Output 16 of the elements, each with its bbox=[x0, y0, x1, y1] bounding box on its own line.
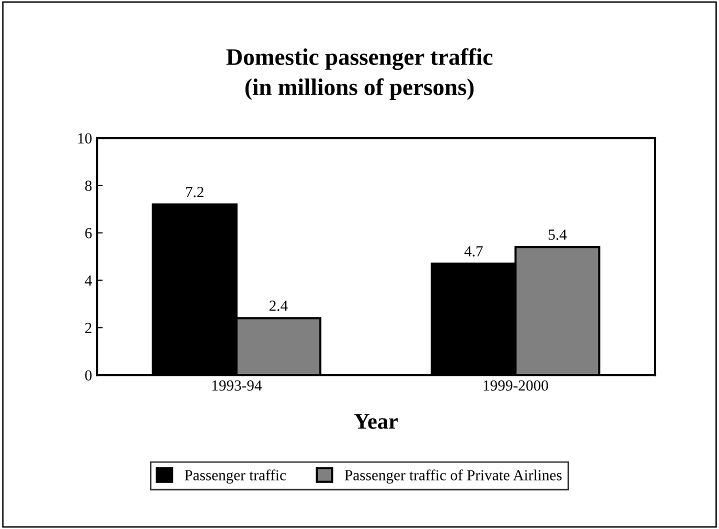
y-tick-label: 8 bbox=[85, 180, 92, 191]
legend-label: Passenger traffic of Private Airlines bbox=[344, 469, 562, 484]
y-tick-label: 4 bbox=[84, 276, 92, 286]
y-tick-label: 10 bbox=[78, 133, 92, 144]
data-label: 2.4 bbox=[270, 300, 288, 311]
y-tick-label: 2 bbox=[85, 322, 92, 333]
data-label: 5.4 bbox=[548, 230, 567, 240]
x-tick-label: 1999-2000 bbox=[484, 380, 548, 391]
x-axis-title: Year bbox=[354, 414, 398, 429]
chart-title: Domestic passenger traffic (in millions of persons) bbox=[226, 48, 492, 100]
x-tick-label: 1993-94 bbox=[212, 380, 262, 391]
y-tick-label: 6 bbox=[85, 228, 92, 238]
data-label: 4.7 bbox=[464, 246, 483, 256]
legend-label: Passenger traffic bbox=[184, 469, 286, 484]
data-label: 7.2 bbox=[186, 186, 204, 198]
y-tick-label: 0 bbox=[85, 370, 92, 381]
